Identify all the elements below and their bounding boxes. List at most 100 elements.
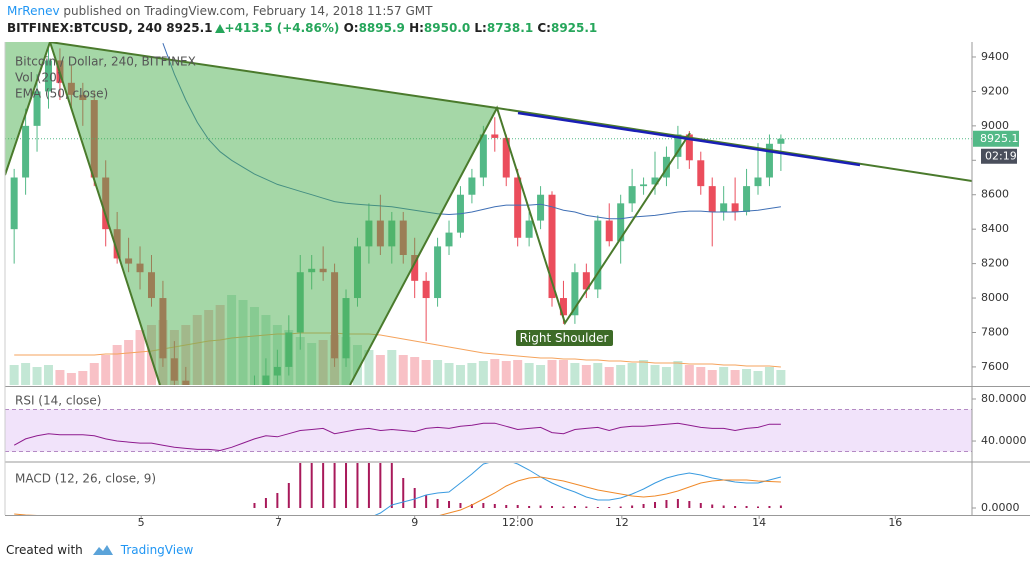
volume-bar	[112, 345, 122, 385]
symbol-line: BITFINEX:BTCUSD, 240 8925.1 +413.5 (+4.86…	[7, 21, 597, 35]
macd-histogram	[413, 488, 416, 508]
candle-body	[491, 134, 499, 138]
y-tick-label: 80.0000	[981, 392, 1027, 405]
volume-bar	[776, 370, 786, 385]
macd-histogram	[734, 506, 737, 508]
y-tick-label: 8200	[981, 257, 1009, 270]
candle-body	[228, 487, 235, 521]
x-tick-label: 14	[752, 516, 766, 529]
y-tick-label: 7800	[981, 325, 1009, 338]
macd-histogram	[676, 499, 679, 508]
candle-body	[479, 134, 487, 178]
volume-bar	[55, 370, 65, 385]
macd-histogram	[516, 505, 519, 508]
candle-body	[445, 232, 453, 247]
change: +413.5 (+4.86%)	[224, 21, 340, 35]
macd-histogram	[505, 505, 508, 508]
candle-body	[525, 220, 533, 238]
volume-bar	[66, 373, 76, 385]
rsi-title: RSI (14, close)	[15, 394, 101, 408]
candle-body	[411, 254, 419, 281]
volume-bar	[536, 365, 546, 385]
symbol: BITFINEX:BTCUSD, 240	[7, 21, 163, 35]
volume-ma	[14, 332, 781, 368]
annotation: Right Shoulder	[520, 331, 609, 345]
open-label: O:	[343, 21, 359, 35]
volume-bar	[696, 367, 706, 385]
candle-body	[628, 186, 636, 204]
signal-line	[14, 476, 781, 515]
high: 8950.0	[423, 21, 471, 35]
macd-plot	[14, 463, 782, 515]
price-box	[973, 130, 1019, 147]
volume-bar	[513, 360, 523, 385]
macd-histogram	[654, 502, 657, 508]
candle-body	[10, 177, 18, 230]
macd-histogram	[390, 463, 393, 508]
macd-histogram	[596, 507, 599, 508]
volume-bar	[730, 370, 740, 385]
macd-histogram	[665, 500, 668, 508]
low-label: L:	[474, 21, 487, 35]
y-tick-label: 8400	[981, 222, 1009, 235]
close: 8925.1	[550, 21, 598, 35]
x-tick-label: 12	[615, 516, 629, 529]
macd-histogram	[379, 463, 382, 508]
volume-bar	[593, 363, 603, 385]
volume-bar	[558, 360, 568, 385]
y-tick-label: 8000	[981, 291, 1009, 304]
countdown: 02:19	[985, 149, 1017, 162]
countdown-box	[981, 148, 1017, 164]
candle-body	[697, 160, 705, 187]
x-tick-label: 7	[275, 516, 282, 529]
candle-body	[44, 60, 52, 92]
macd-histogram	[585, 506, 588, 508]
author[interactable]: MrRenev	[7, 4, 60, 18]
volume-bar	[433, 360, 443, 385]
labels: 8925.1 02:19	[973, 130, 1019, 164]
candle-body	[765, 143, 773, 178]
candle-body	[502, 137, 510, 178]
candle-body	[422, 280, 430, 299]
main-title: Bitcoin / Dollar, 240, BITFINEX	[15, 55, 196, 69]
macd-histogram	[722, 505, 725, 508]
publish-line: MrRenev published on TradingView.com, Fe…	[7, 4, 432, 18]
candle-body	[33, 91, 41, 126]
macd-histogram	[436, 499, 439, 508]
candle-body	[754, 177, 762, 187]
candle-body	[731, 203, 739, 212]
volume-bar	[444, 363, 454, 385]
volume-bar	[524, 363, 534, 385]
volume-bar	[684, 365, 694, 385]
macd-histogram	[287, 483, 290, 508]
macd-title: MACD (12, 26, close, 9)	[15, 472, 156, 486]
volume-bar	[490, 359, 500, 385]
candle-body	[582, 272, 590, 290]
axes: 7600780080008200840086008800900092009400…	[4, 42, 1030, 529]
candle-body	[594, 220, 602, 290]
volume-bar	[570, 363, 580, 385]
macd-histogram	[688, 501, 691, 508]
y-tick-label: 9200	[981, 84, 1009, 97]
volume-bar	[581, 365, 591, 385]
published: published on TradingView.com, February 1…	[63, 4, 433, 18]
macd-histogram	[745, 506, 748, 508]
macd-histogram	[470, 504, 473, 508]
volume-bar	[364, 350, 374, 385]
volume-bar	[707, 370, 717, 385]
macd-histogram	[757, 506, 760, 508]
x-tick-label: 12:00	[502, 516, 534, 529]
high-label: H:	[409, 21, 424, 35]
label-box	[516, 330, 613, 346]
pattern-line	[5, 42, 161, 385]
macd-histogram	[264, 498, 267, 508]
brand[interactable]: TradingView	[120, 543, 194, 557]
volume-title: Vol (20)	[15, 71, 61, 85]
pattern-line	[349, 105, 691, 385]
candle-body	[571, 272, 579, 316]
candle-body	[651, 177, 659, 185]
candle-body	[548, 194, 556, 299]
volume-bar	[616, 365, 626, 385]
macd-histogram	[768, 506, 771, 508]
logo[interactable]	[91, 543, 115, 557]
